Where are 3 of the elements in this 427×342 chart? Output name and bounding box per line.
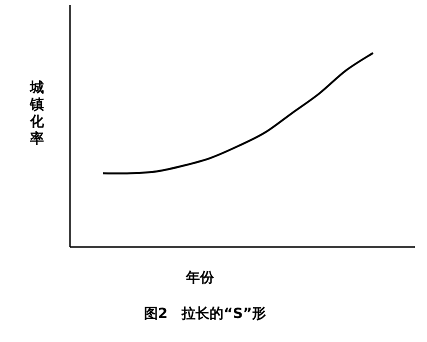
text: 图2 拉长的“S”形 (144, 306, 266, 322)
y-axis-title: 城镇化率 (29, 80, 45, 147)
x-axis-title: 年份 (185, 270, 215, 286)
